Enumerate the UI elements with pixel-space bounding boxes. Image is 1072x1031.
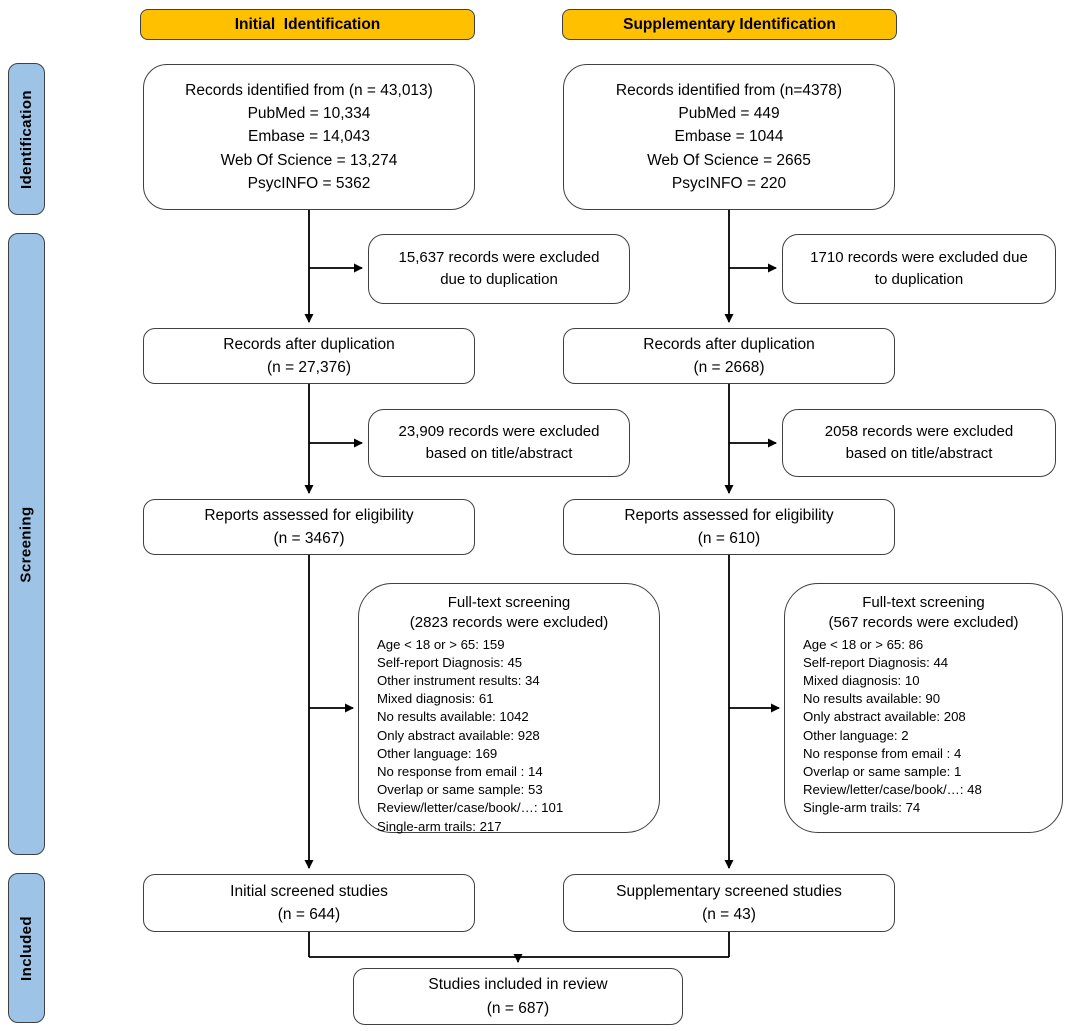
fulltext-screening-initial-title: Full-text screening	[447, 594, 571, 611]
fulltext-screening-initial-reasons: Age < 18 or > 65: 159 Self-report Diagno…	[377, 636, 564, 834]
reports-assessed-initial-box: Reports assessed for eligibility (n = 34…	[143, 499, 475, 555]
duplication-excluded-initial-text: 15,637 records were excluded due to dupl…	[398, 249, 600, 288]
studies-included-final-box: Studies included in review (n = 687)	[353, 968, 683, 1025]
sidebar-stage-included: Included	[8, 873, 45, 1023]
records-identified-initial-text: Records identified from (n = 43,013) Pub…	[185, 81, 433, 192]
column-header-supplementary-label: Supplementary Identification	[623, 15, 836, 33]
supplementary-screened-studies-box: Supplementary screened studies (n = 43)	[563, 874, 895, 932]
records-after-duplication-initial-box: Records after duplication (n = 27,376)	[143, 328, 475, 384]
records-identified-supplementary-box: Records identified from (n=4378) PubMed …	[563, 64, 895, 210]
records-after-duplication-supplementary-text: Records after duplication (n = 2668)	[643, 335, 815, 376]
sidebar-stage-screening-label: Screening	[18, 505, 35, 583]
column-header-initial-label: Initial Identification	[234, 15, 381, 33]
records-identified-initial-box: Records identified from (n = 43,013) Pub…	[143, 64, 475, 210]
fulltext-screening-initial-box: Full-text screening (2823 records were e…	[358, 583, 660, 834]
reports-assessed-supplementary-box: Reports assessed for eligibility (n = 61…	[563, 499, 895, 555]
title-abstract-excluded-initial-text: 23,909 records were excluded based on ti…	[398, 423, 600, 462]
duplication-excluded-supplementary-text: 1710 records were excluded due to duplic…	[810, 249, 1028, 288]
fulltext-screening-supplementary-title: Full-text screening	[862, 594, 985, 611]
column-header-supplementary: Supplementary Identification	[562, 9, 897, 40]
sidebar-stage-screening: Screening	[8, 233, 45, 855]
duplication-excluded-initial-box: 15,637 records were excluded due to dupl…	[368, 234, 630, 304]
duplication-excluded-supplementary-box: 1710 records were excluded due to duplic…	[782, 234, 1056, 304]
fulltext-screening-supplementary-subtitle: (567 records were excluded)	[828, 614, 1019, 632]
fulltext-screening-supplementary-reasons: Age < 18 or > 65: 86 Self-report Diagnos…	[803, 636, 982, 816]
reports-assessed-initial-text: Reports assessed for eligibility (n = 34…	[204, 506, 414, 547]
reports-assessed-supplementary-text: Reports assessed for eligibility (n = 61…	[624, 506, 834, 547]
column-header-initial: Initial Identification	[140, 9, 475, 40]
sidebar-stage-identification-label: Identification	[18, 89, 35, 189]
title-abstract-excluded-supplementary-box: 2058 records were excluded based on titl…	[782, 409, 1056, 477]
supplementary-screened-studies-text: Supplementary screened studies (n = 43)	[616, 882, 842, 923]
records-after-duplication-supplementary-box: Records after duplication (n = 2668)	[563, 328, 895, 384]
studies-included-final-text: Studies included in review (n = 687)	[428, 976, 608, 1017]
records-after-duplication-initial-text: Records after duplication (n = 27,376)	[223, 335, 395, 376]
records-identified-supplementary-text: Records identified from (n=4378) PubMed …	[615, 81, 843, 192]
initial-screened-studies-text: Initial screened studies (n = 644)	[230, 882, 388, 923]
title-abstract-excluded-initial-box: 23,909 records were excluded based on ti…	[368, 409, 630, 477]
fulltext-screening-supplementary-box: Full-text screening (567 records were ex…	[784, 583, 1063, 833]
fulltext-screening-initial-subtitle: (2823 records were excluded)	[409, 614, 609, 632]
sidebar-stage-included-label: Included	[18, 915, 35, 981]
title-abstract-excluded-supplementary-text: 2058 records were excluded based on titl…	[824, 423, 1014, 462]
initial-screened-studies-box: Initial screened studies (n = 644)	[143, 874, 475, 932]
sidebar-stage-identification: Identification	[8, 63, 45, 215]
